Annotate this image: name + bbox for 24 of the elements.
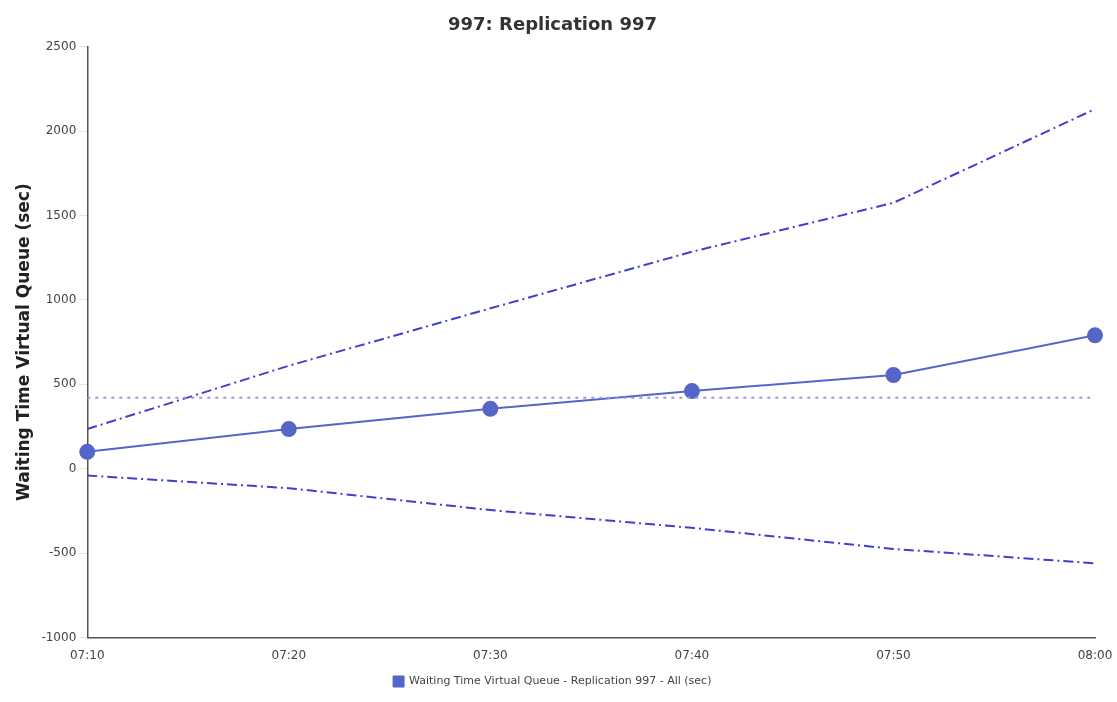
y-tick-label: 500 <box>53 376 77 391</box>
y-tick-label: 1500 <box>45 207 77 222</box>
x-tick-label: 07:50 <box>876 647 911 662</box>
y-tick-label: -500 <box>49 545 77 560</box>
legend-label: Waiting Time Virtual Queue - Replication 997 - All (sec) <box>409 674 712 688</box>
point <box>1087 327 1103 344</box>
x-tick-label: 07:20 <box>271 647 307 662</box>
y-axis-title: Waiting Time Virtual Queue (sec) <box>12 183 33 501</box>
x-tick-label: 07:40 <box>674 647 710 662</box>
y-tick-label: 2000 <box>45 123 77 138</box>
chart-title: 997: Replication 997 <box>448 13 657 35</box>
y-tick-label: 1000 <box>45 292 77 307</box>
y-tick-label: -1000 <box>41 629 77 644</box>
line-series <box>86 474 1096 565</box>
x-tick-label: 07:30 <box>473 647 508 662</box>
point <box>683 383 700 400</box>
y-tick-label: 2500 <box>45 38 77 53</box>
x-tick-label: 08:00 <box>1077 647 1113 662</box>
point <box>885 367 902 384</box>
x-tick-label: 07:10 <box>69 647 105 662</box>
point <box>79 443 96 460</box>
y-tick-label: 0 <box>68 460 77 475</box>
point <box>280 421 297 438</box>
point <box>482 400 499 417</box>
